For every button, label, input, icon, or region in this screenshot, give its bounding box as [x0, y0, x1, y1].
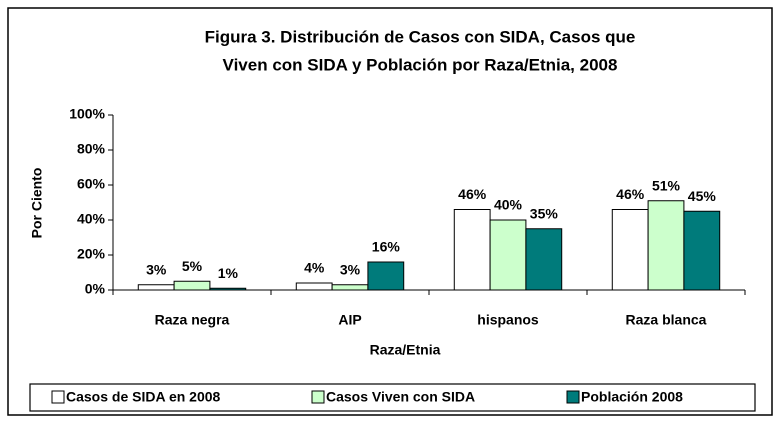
value-label: 1%	[218, 265, 239, 281]
bar	[295, 282, 333, 291]
bar	[611, 209, 649, 291]
value-label: 3%	[340, 261, 361, 277]
x-tick-label: hispanos	[477, 312, 539, 328]
y-tick-label: 20%	[77, 246, 106, 262]
legend-swatch	[51, 390, 65, 404]
bar	[647, 200, 685, 291]
x-tick-label: AIP	[338, 312, 361, 328]
legend-label: Casos Viven con SIDA	[326, 389, 475, 405]
bar	[173, 280, 211, 291]
y-tick-label: 80%	[77, 141, 106, 157]
value-label: 46%	[458, 186, 487, 202]
y-tick-label: 0%	[85, 281, 106, 297]
chart-title: Figura 3. Distribución de Casos con SIDA…	[205, 27, 636, 46]
legend-box	[29, 383, 756, 412]
value-label: 40%	[494, 197, 523, 213]
legend-swatch	[311, 390, 325, 404]
legend-swatch	[566, 390, 580, 404]
value-label: 5%	[182, 258, 203, 274]
y-tick-label: 100%	[69, 106, 105, 122]
y-tick-label: 60%	[77, 176, 106, 192]
y-axis-title: Por Ciento	[29, 168, 45, 239]
x-tick-label: Raza negra	[155, 312, 230, 328]
value-label: 35%	[530, 205, 559, 221]
chart-title: Viven con SIDA y Población por Raza/Etni…	[223, 55, 618, 74]
value-label: 3%	[146, 261, 167, 277]
value-label: 51%	[652, 177, 681, 193]
bar	[525, 228, 563, 291]
bar	[453, 209, 491, 291]
legend-label: Población 2008	[581, 389, 683, 405]
y-tick-label: 40%	[77, 211, 106, 227]
bar	[489, 219, 527, 291]
legend-label: Casos de SIDA en 2008	[66, 389, 221, 405]
value-label: 16%	[372, 239, 401, 255]
bar	[137, 284, 175, 291]
value-label: 46%	[616, 186, 645, 202]
x-tick-label: Raza blanca	[626, 312, 707, 328]
x-axis-title: Raza/Etnia	[370, 342, 441, 358]
bar	[683, 210, 721, 291]
value-label: 45%	[688, 188, 717, 204]
value-label: 4%	[304, 260, 325, 276]
bar	[331, 284, 369, 291]
bar	[367, 261, 405, 291]
